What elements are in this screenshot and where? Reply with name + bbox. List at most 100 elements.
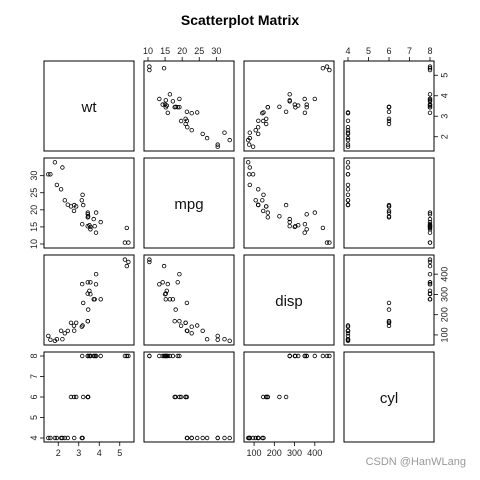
point — [247, 182, 252, 188]
panel-frame — [143, 157, 235, 249]
panel-mpg-mpg: mpg — [143, 157, 235, 249]
point — [162, 102, 168, 107]
point — [71, 208, 77, 214]
point — [283, 109, 289, 114]
point — [386, 300, 392, 306]
point — [88, 224, 93, 230]
point — [296, 222, 301, 228]
point — [80, 192, 85, 197]
point — [260, 110, 265, 116]
point — [98, 353, 103, 359]
point — [386, 208, 392, 214]
tick-label: 4 — [439, 93, 449, 98]
point — [54, 182, 60, 188]
axis-top-cyl: 4 5 6 7 8 — [345, 46, 433, 62]
point — [93, 230, 99, 235]
point — [386, 118, 392, 124]
point — [304, 104, 309, 110]
point — [277, 394, 282, 400]
point — [92, 223, 97, 229]
point — [345, 144, 351, 149]
point — [345, 187, 351, 192]
point — [157, 353, 162, 359]
point — [260, 435, 265, 441]
point — [261, 394, 266, 400]
point — [253, 198, 258, 203]
tick-label: 100 — [439, 327, 449, 342]
point — [292, 102, 297, 107]
panel-frame — [143, 60, 235, 152]
panel-cyl-disp — [243, 351, 335, 443]
point — [427, 65, 433, 71]
point — [184, 109, 190, 114]
point — [79, 221, 85, 227]
point — [427, 221, 433, 227]
point — [147, 259, 152, 265]
point — [85, 280, 90, 285]
point — [246, 172, 252, 177]
panel-frame — [43, 351, 135, 443]
tick-label: 8 — [29, 353, 39, 358]
point — [227, 137, 232, 143]
point — [253, 435, 258, 441]
point — [177, 353, 182, 359]
point — [312, 353, 317, 359]
chart-title: Scatterplot Matrix — [181, 12, 299, 28]
point — [327, 240, 332, 245]
axis-bottom-wt: 2 3 4 5 — [56, 441, 122, 458]
point — [247, 165, 252, 170]
point — [255, 124, 261, 130]
axis-bottom-disp: 100 200 300 400 — [247, 441, 322, 458]
point — [261, 208, 266, 214]
tick-label: 15 — [160, 46, 170, 56]
point — [147, 64, 152, 69]
point — [256, 131, 261, 137]
point — [167, 353, 173, 359]
point — [345, 137, 351, 143]
point — [427, 105, 433, 110]
point — [79, 353, 85, 359]
tick-label: 5 — [117, 448, 122, 458]
point — [292, 353, 297, 359]
point — [160, 102, 165, 107]
point — [287, 98, 292, 103]
point — [48, 337, 53, 342]
point — [58, 435, 64, 441]
panel-wt-cyl — [343, 60, 435, 152]
axis-top-mpg: 10 15 20 25 30 — [143, 46, 221, 62]
point — [283, 202, 289, 208]
point — [54, 435, 60, 441]
point — [345, 328, 351, 333]
point — [427, 210, 433, 215]
point — [175, 280, 180, 285]
point — [215, 333, 220, 339]
point — [256, 435, 261, 441]
point — [85, 353, 90, 359]
panel-wt-wt: wt — [43, 60, 135, 152]
point — [264, 116, 269, 121]
point — [265, 104, 270, 110]
point — [427, 102, 433, 107]
tick-label: 25 — [194, 46, 204, 56]
panel-wt-disp — [243, 60, 335, 152]
point — [327, 67, 332, 73]
point — [85, 212, 90, 217]
tick-label: 7 — [29, 374, 39, 379]
point — [260, 198, 265, 203]
point — [164, 288, 169, 293]
point — [293, 223, 298, 229]
tick-label: 8 — [427, 46, 432, 56]
point — [386, 204, 392, 209]
point — [184, 118, 190, 123]
point — [177, 272, 182, 277]
point — [52, 435, 58, 441]
point — [46, 435, 51, 441]
point — [427, 257, 433, 262]
point — [85, 307, 91, 312]
panel-frame — [243, 254, 335, 346]
point — [302, 96, 307, 102]
point — [386, 320, 392, 325]
point — [80, 394, 86, 400]
point — [222, 435, 227, 441]
point — [163, 98, 168, 103]
